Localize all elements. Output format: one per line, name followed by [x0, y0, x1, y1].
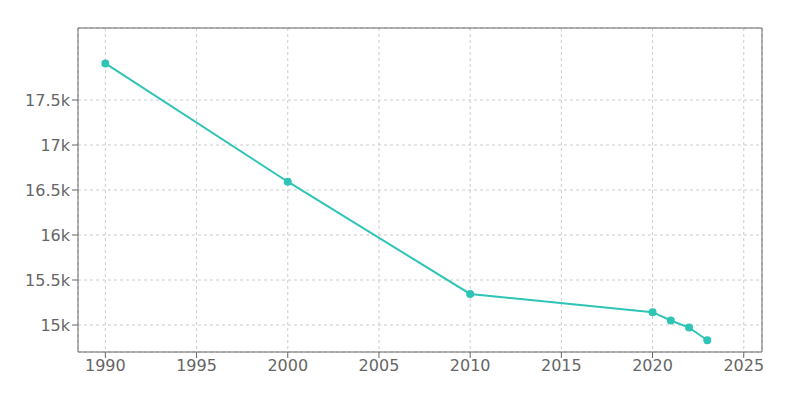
- svg-text:2015: 2015: [541, 356, 582, 375]
- svg-text:17.5k: 17.5k: [25, 91, 71, 110]
- svg-text:2000: 2000: [267, 356, 308, 375]
- svg-text:2025: 2025: [723, 356, 764, 375]
- svg-text:15k: 15k: [40, 316, 70, 335]
- svg-text:16.5k: 16.5k: [25, 181, 71, 200]
- svg-text:17k: 17k: [40, 136, 70, 155]
- svg-text:2005: 2005: [359, 356, 400, 375]
- svg-text:16k: 16k: [40, 226, 70, 245]
- svg-text:2020: 2020: [632, 356, 673, 375]
- svg-text:1995: 1995: [176, 356, 217, 375]
- svg-text:1990: 1990: [85, 356, 126, 375]
- svg-text:2010: 2010: [450, 356, 491, 375]
- svg-text:15.5k: 15.5k: [25, 271, 71, 290]
